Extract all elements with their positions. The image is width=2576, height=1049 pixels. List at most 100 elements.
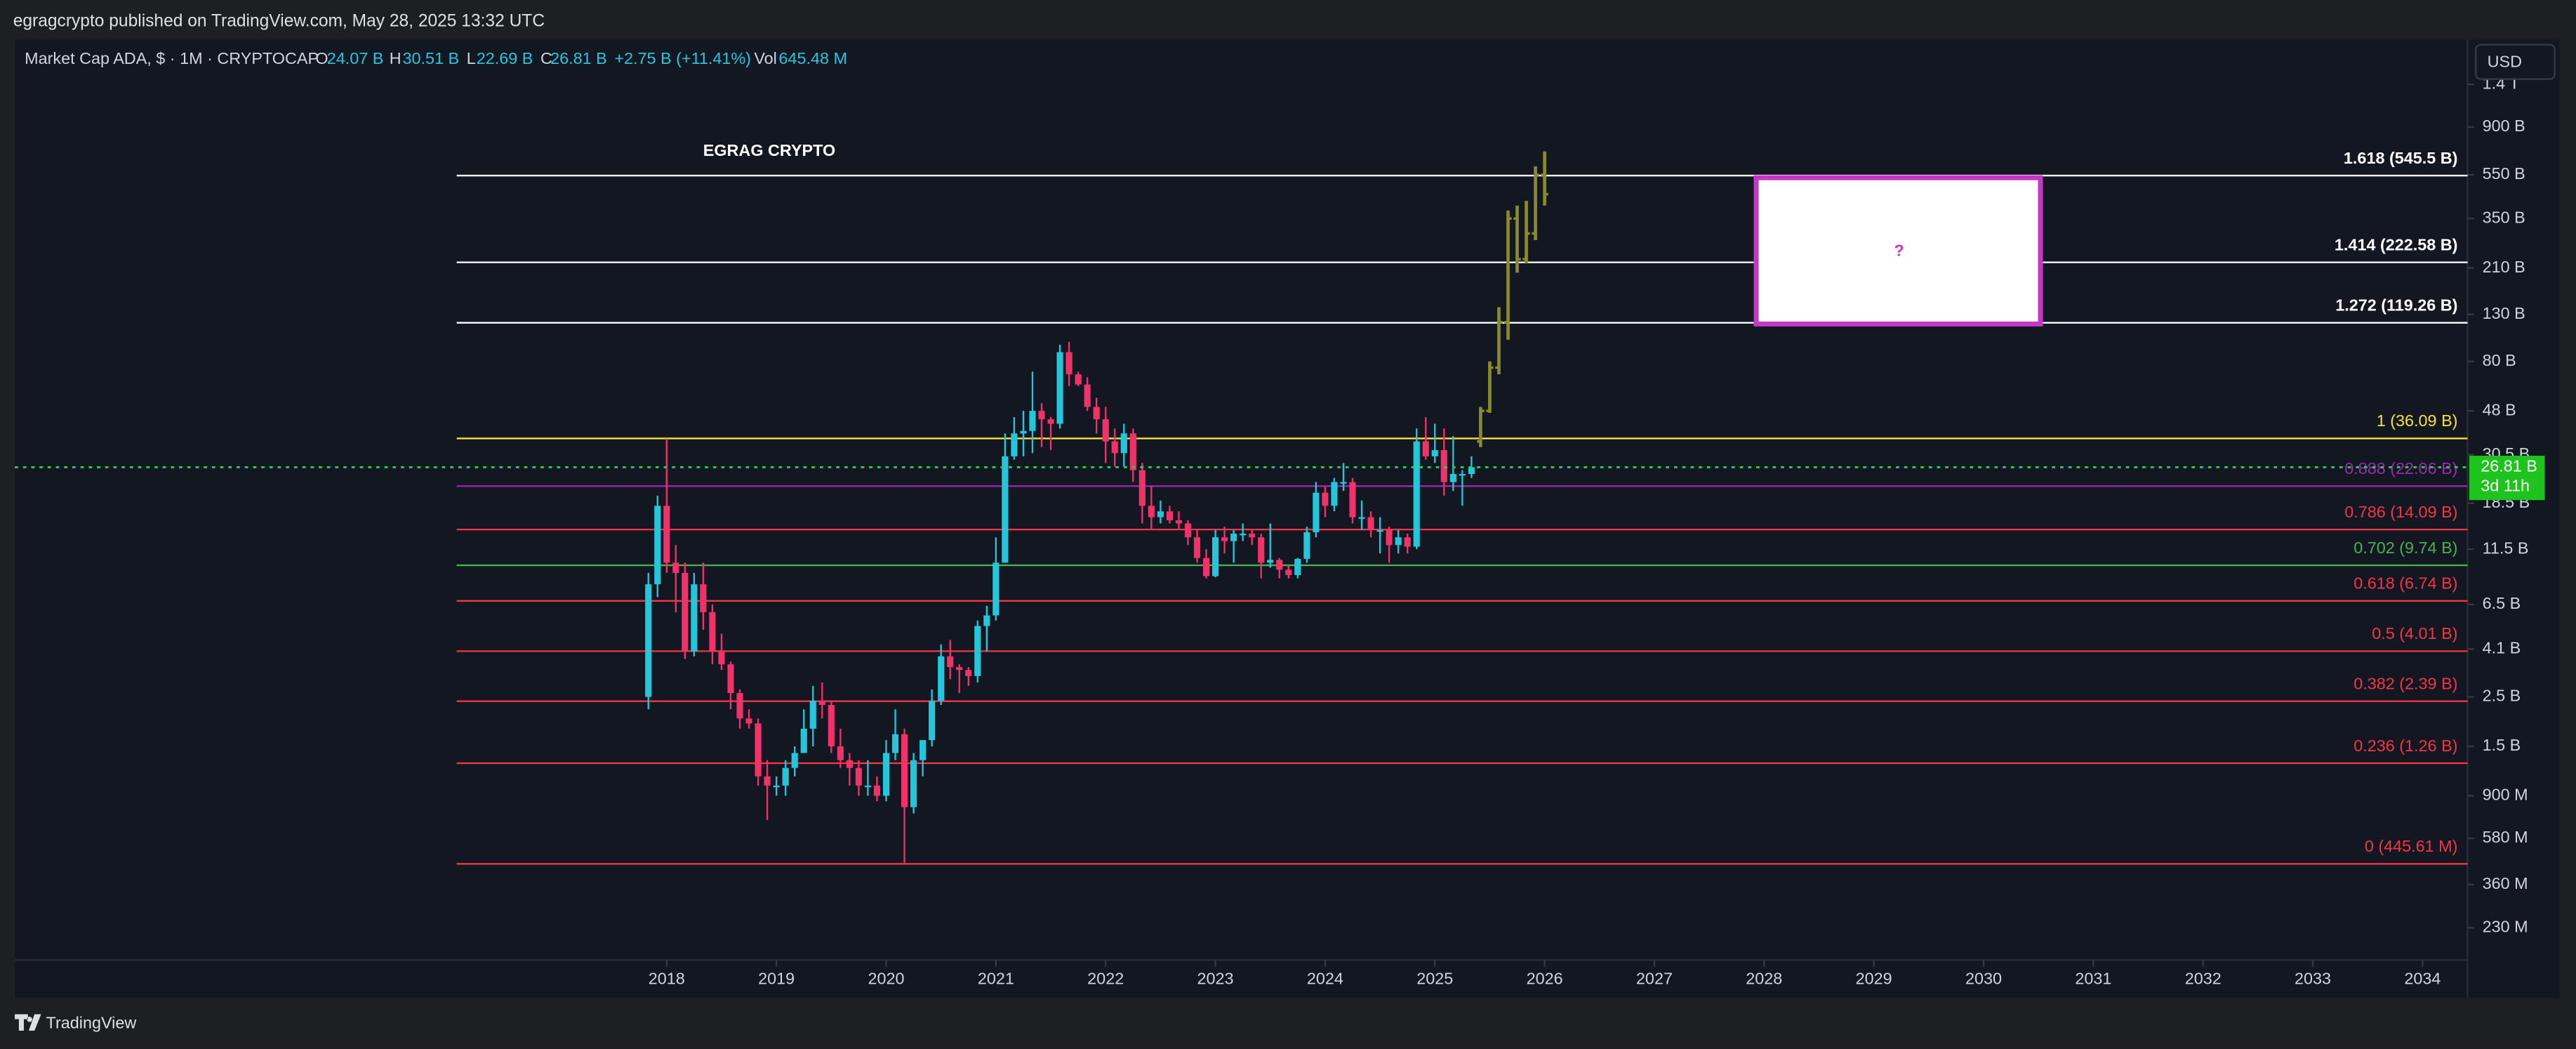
y-tick-label: 130 B (2483, 304, 2525, 322)
candle-body (1386, 529, 1393, 546)
candle-body (809, 701, 816, 729)
candle-body (1258, 537, 1265, 563)
close-label: C (540, 49, 552, 67)
candle-body (1184, 523, 1192, 538)
candle-body (1468, 467, 1475, 475)
candle-body (1422, 441, 1429, 456)
candle-body (1047, 419, 1054, 424)
candle-body (1011, 433, 1018, 456)
countdown-label: 3d 11h (2481, 477, 2530, 495)
candle-body (1376, 529, 1383, 532)
target-box-text: ? (1894, 242, 1904, 260)
candle-body (1331, 482, 1338, 506)
candle-body (700, 584, 707, 612)
y-tick-label: 900 B (2483, 117, 2525, 135)
footer: TradingView (15, 1014, 136, 1032)
candle-body (1440, 450, 1447, 482)
currency-button[interactable]: USD (2475, 44, 2556, 80)
candle-body (1358, 517, 1365, 519)
fib-label: 0.888 (22.06 B) (2344, 459, 2457, 477)
x-tick-label: 2021 (978, 970, 1014, 988)
candle-body (974, 626, 981, 676)
candle-body (1111, 441, 1118, 454)
candle-body (910, 760, 917, 807)
candle-body (1313, 492, 1320, 532)
candle-body (1211, 537, 1219, 576)
x-tick-label: 2031 (2075, 970, 2111, 988)
currency-button-frame[interactable] (2475, 44, 2556, 80)
candle-body (1148, 506, 1155, 517)
footer-brand: TradingView (46, 1014, 137, 1032)
annotation-title: EGRAG CRYPTO (703, 141, 835, 159)
high-value: 30.51 B (402, 49, 459, 67)
candle-body (1175, 520, 1182, 524)
candle-body (1193, 537, 1201, 558)
x-tick-label: 2019 (758, 970, 795, 988)
candle-body (663, 506, 670, 563)
open-value: 24.07 B (327, 49, 384, 67)
fib-label: 1.414 (222.58 B) (2335, 235, 2458, 253)
candle-body (1120, 433, 1127, 454)
candle-body (1303, 532, 1310, 559)
x-tick-label: 2024 (1307, 970, 1343, 988)
x-tick-label: 2027 (1636, 970, 1673, 988)
x-tick-label: 2023 (1197, 970, 1234, 988)
candle-body (919, 740, 927, 760)
y-tick-label: 1.5 B (2483, 736, 2521, 754)
candle-body (1294, 558, 1301, 576)
candle-body (1093, 407, 1100, 420)
close-value: 26.81 B (550, 49, 607, 67)
y-tick-label: 230 M (2483, 918, 2528, 936)
candle-body (1413, 441, 1420, 547)
fib-label: 1.618 (545.5 B) (2344, 149, 2458, 167)
candle-body (1084, 384, 1091, 407)
candle-body (682, 572, 689, 652)
candle-body (1221, 537, 1228, 541)
footer-logo (15, 1014, 41, 1031)
fib-label: 0.236 (1.26 B) (2353, 737, 2457, 755)
candle-body (901, 734, 908, 807)
candle-body (929, 701, 936, 741)
y-tick-label: 550 B (2483, 164, 2525, 183)
candle-body (846, 760, 853, 768)
candle-body (800, 728, 807, 753)
candle-body (891, 734, 899, 753)
x-tick-label: 2033 (2295, 970, 2331, 988)
candle-body (709, 612, 716, 652)
fib-label: 0.786 (14.09 B) (2344, 503, 2457, 521)
fib-label: 1 (36.09 B) (2377, 411, 2458, 430)
x-tick-label: 2022 (1087, 970, 1124, 988)
last-price-label: 26.81 B (2481, 457, 2537, 475)
volume-label: Vol (754, 49, 777, 67)
candle-body (1349, 482, 1356, 517)
currency-button-label[interactable]: USD (2488, 52, 2522, 70)
y-tick-label: 350 B (2483, 208, 2525, 226)
y-tick-label: 11.5 B (2483, 539, 2529, 557)
x-tick-label: 2025 (1416, 970, 1453, 988)
x-tick-label: 2018 (649, 970, 685, 988)
candle-body (1395, 537, 1402, 546)
candle-body (1431, 450, 1438, 456)
x-tick-label: 2028 (1746, 970, 1782, 988)
fib-label: 0.382 (2.39 B) (2353, 674, 2457, 692)
candle-body (1404, 537, 1411, 547)
x-tick-label: 2029 (1856, 970, 1892, 988)
candle-body (1202, 558, 1210, 576)
candle-body (736, 693, 743, 719)
candle-body (1267, 560, 1274, 563)
volume-value: 645.48 M (778, 49, 847, 67)
y-tick-label: 210 B (2483, 258, 2525, 276)
fib-label: 0.618 (6.74 B) (2353, 574, 2457, 593)
candle-body (755, 723, 762, 777)
candle-body (1249, 534, 1256, 538)
candle-body (828, 705, 835, 746)
candle-body (654, 506, 661, 585)
candle-body (745, 718, 752, 724)
candle-body (645, 584, 652, 697)
fib-label: 0 (445.61 M) (2365, 837, 2458, 855)
candle-body (1285, 569, 1292, 576)
candle-body (873, 785, 881, 796)
symbol: Market Cap ADA, $ · 1M · CRYPTOCAP (25, 49, 319, 67)
candle-body (1276, 560, 1283, 570)
